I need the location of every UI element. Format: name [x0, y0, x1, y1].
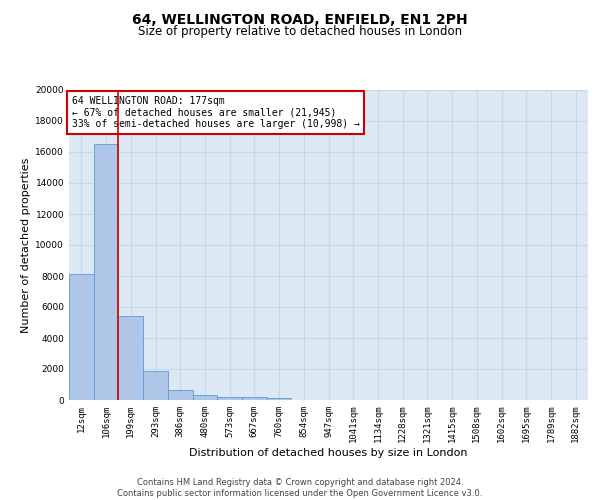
Bar: [242, 397, 267, 400]
Bar: [118, 316, 143, 400]
Text: Size of property relative to detached houses in London: Size of property relative to detached ho…: [138, 25, 462, 38]
Bar: [168, 390, 193, 400]
Bar: [193, 396, 217, 400]
X-axis label: Distribution of detached houses by size in London: Distribution of detached houses by size …: [189, 448, 468, 458]
Bar: [143, 372, 168, 400]
Text: 64, WELLINGTON ROAD, ENFIELD, EN1 2PH: 64, WELLINGTON ROAD, ENFIELD, EN1 2PH: [132, 12, 468, 26]
Bar: [217, 397, 242, 400]
Bar: [69, 274, 94, 400]
Bar: [94, 144, 118, 400]
Y-axis label: Number of detached properties: Number of detached properties: [21, 158, 31, 332]
Bar: [267, 398, 292, 400]
Text: 64 WELLINGTON ROAD: 177sqm
← 67% of detached houses are smaller (21,945)
33% of : 64 WELLINGTON ROAD: 177sqm ← 67% of deta…: [71, 96, 359, 130]
Text: Contains HM Land Registry data © Crown copyright and database right 2024.
Contai: Contains HM Land Registry data © Crown c…: [118, 478, 482, 498]
